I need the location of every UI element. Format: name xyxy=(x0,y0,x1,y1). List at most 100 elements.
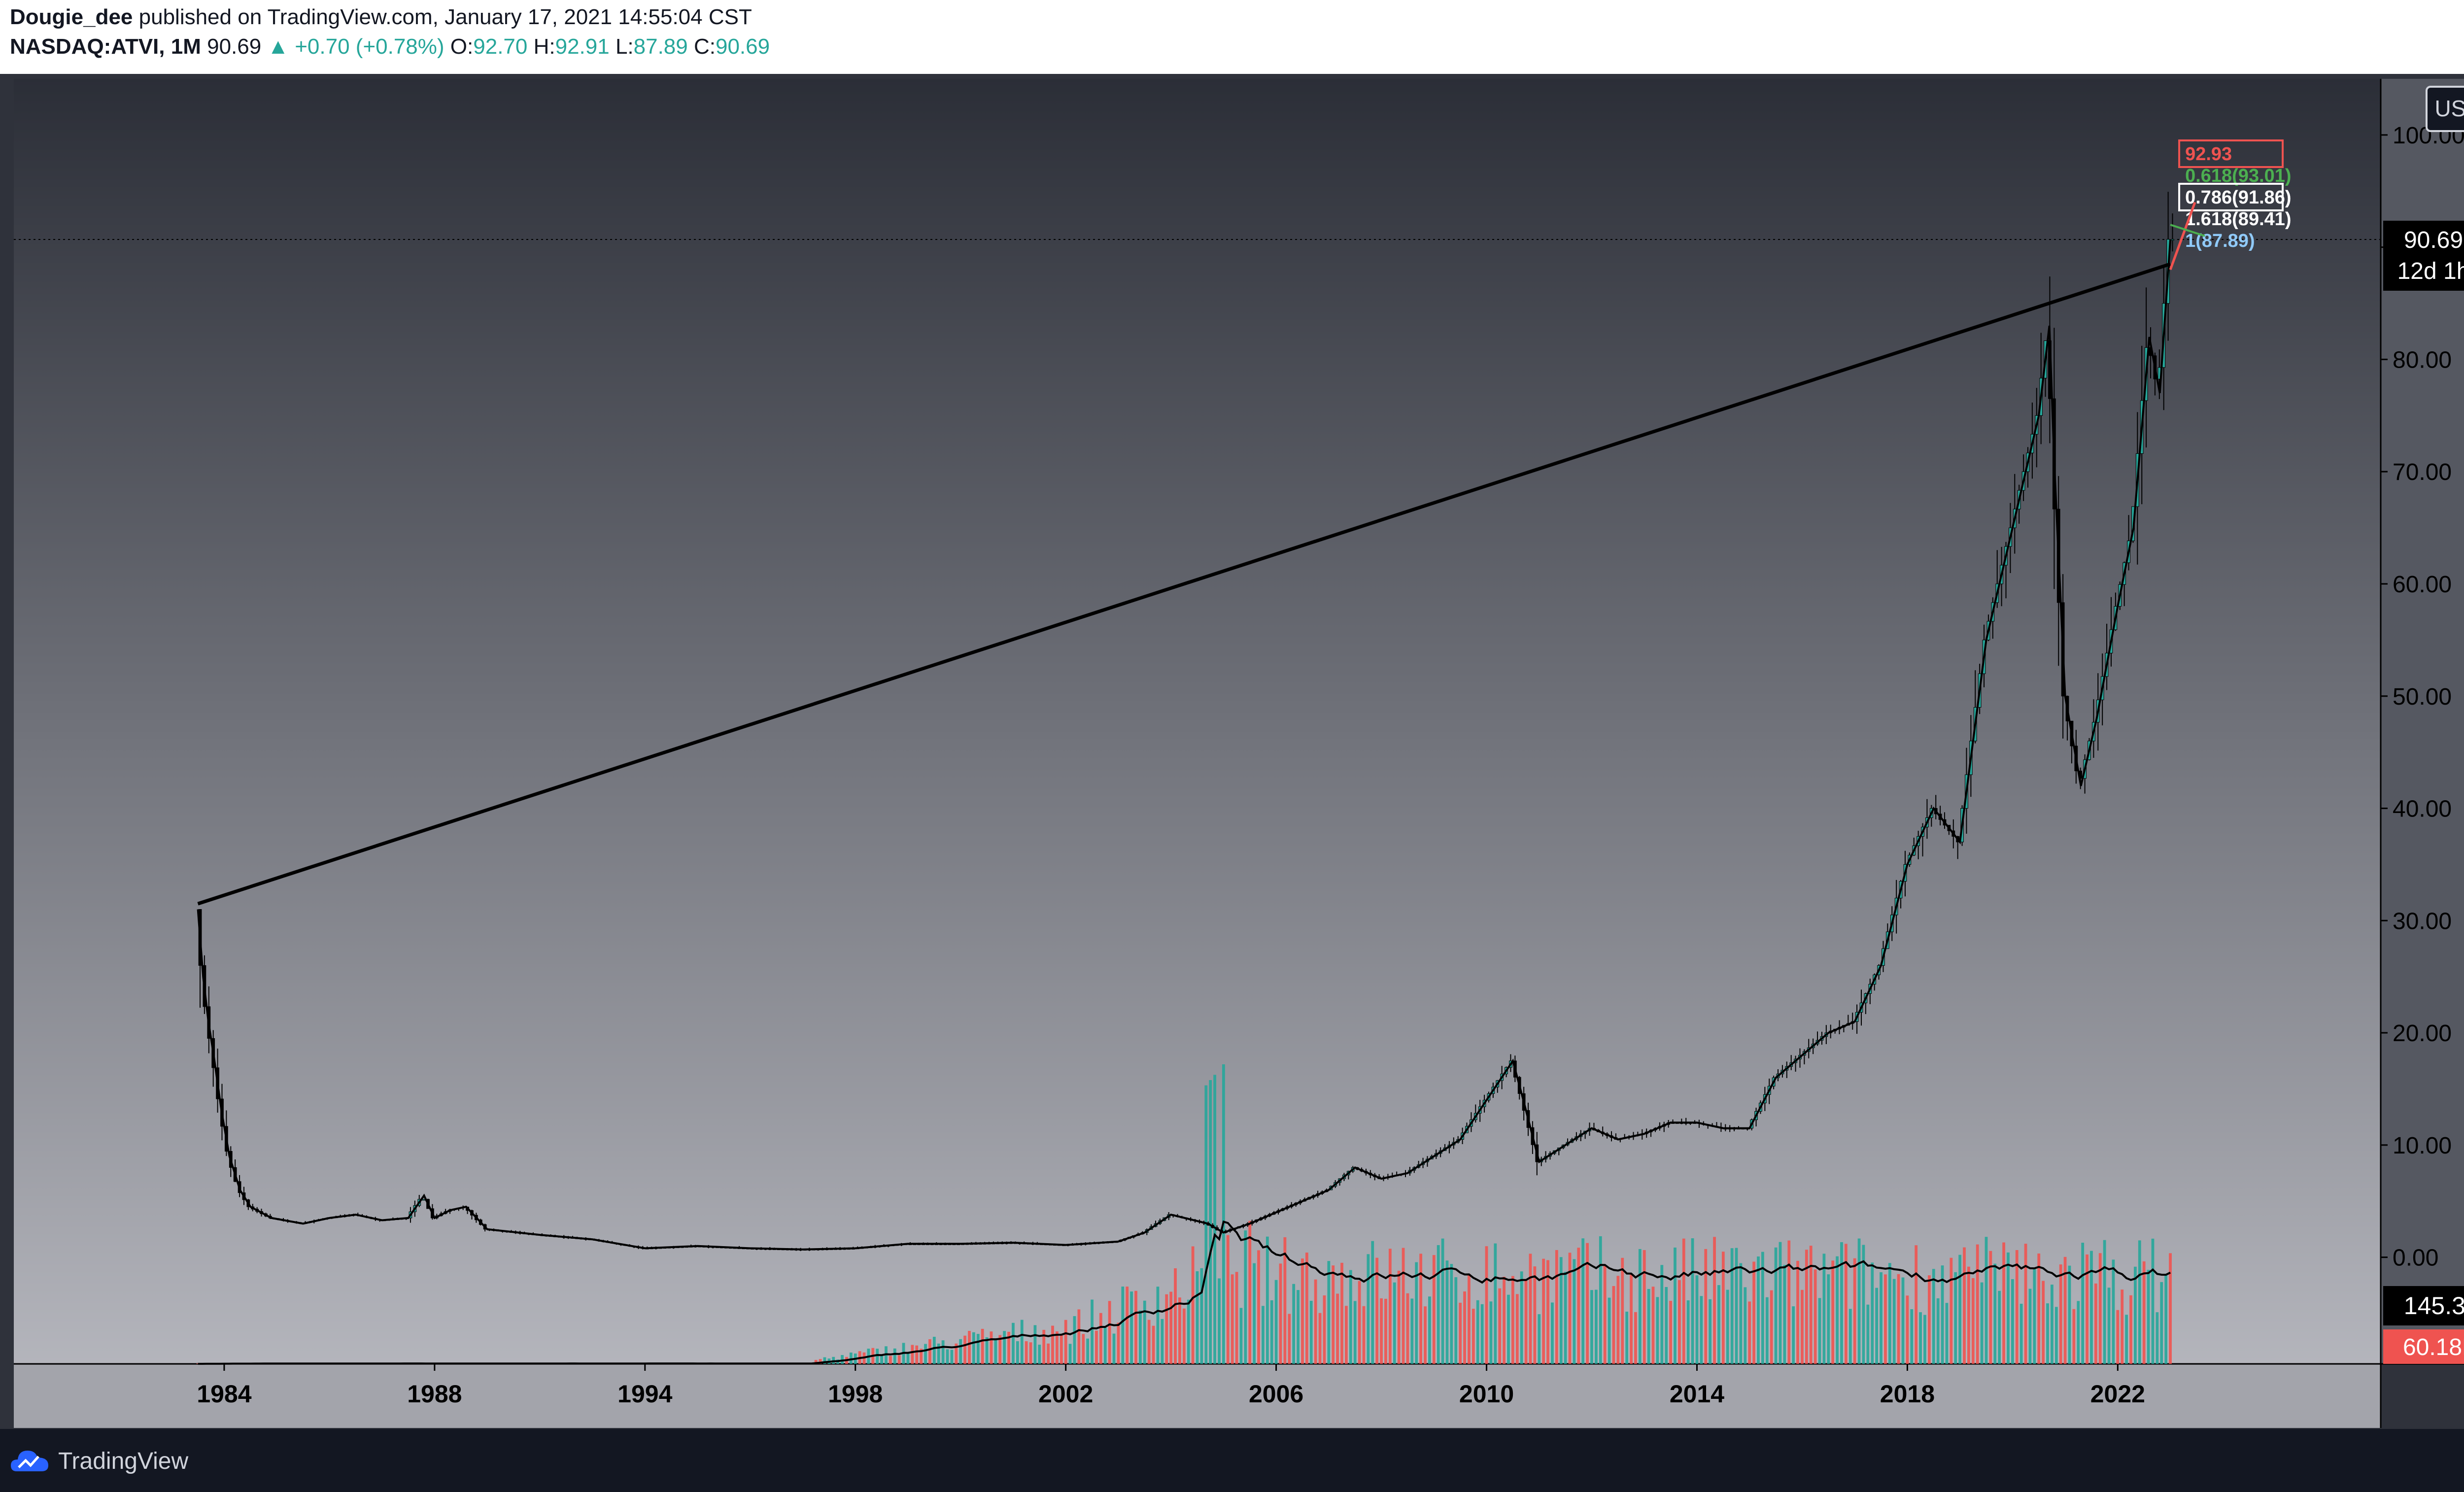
volume-bar xyxy=(1901,1277,1905,1364)
volume-bar xyxy=(1082,1334,1085,1364)
volume-bar xyxy=(2042,1281,2045,1364)
volume-bar xyxy=(1805,1250,1808,1364)
volume-bar xyxy=(1283,1237,1287,1364)
volume-bar xyxy=(1274,1280,1278,1364)
x-tick-label: 1994 xyxy=(617,1380,672,1408)
fib-arrow xyxy=(2169,202,2196,271)
volume-bar xyxy=(985,1337,989,1364)
symbol-label[interactable]: NASDAQ:ATVI, 1M xyxy=(10,34,201,59)
volume-bars xyxy=(196,1064,2172,1364)
volume-bar xyxy=(1297,1290,1300,1364)
volume-bar xyxy=(1647,1289,1650,1364)
volume-bar xyxy=(1029,1342,1032,1364)
volume-bar xyxy=(1831,1260,1835,1364)
y-tick-label: 60.00 xyxy=(2393,572,2452,598)
volume-bar xyxy=(1765,1297,1769,1364)
author-name[interactable]: Dougie_dee xyxy=(10,5,133,29)
volume-bar xyxy=(1279,1263,1282,1364)
volume-bar xyxy=(1677,1280,1681,1364)
volume-bar xyxy=(924,1344,927,1364)
volume-bar xyxy=(2129,1295,2132,1364)
volume-bar xyxy=(1020,1320,1024,1364)
volume-bar xyxy=(1253,1263,1256,1364)
close-value: 90.69 xyxy=(715,34,770,59)
volume-bar xyxy=(1301,1258,1304,1364)
volume-bar xyxy=(1424,1306,1427,1364)
volume-bar xyxy=(1038,1344,1041,1364)
volume-bar xyxy=(1783,1265,1786,1364)
volume-bar xyxy=(1033,1325,1037,1364)
volume-bar xyxy=(1073,1316,1076,1364)
volume-bar xyxy=(1721,1252,1725,1364)
volume-bar xyxy=(990,1331,993,1364)
volume-bar xyxy=(1634,1312,1637,1364)
volume-bar xyxy=(1568,1253,1572,1364)
currency-button[interactable] xyxy=(2426,86,2464,132)
volume-bar xyxy=(1621,1257,1624,1364)
volume-bar xyxy=(932,1336,936,1364)
volume-bar xyxy=(2059,1264,2062,1364)
volume-bar xyxy=(1958,1255,1962,1364)
time-axis-ticks: 1984 1988 1994 1998 2002 2006 2010 2014 2018 2022 xyxy=(197,1364,2145,1408)
volume-bar xyxy=(1226,1235,1230,1364)
volume-bar xyxy=(1498,1288,1502,1364)
low-value: 87.89 xyxy=(633,34,688,59)
volume-bar xyxy=(1529,1254,1532,1364)
tradingview-cloud-icon[interactable] xyxy=(10,1444,49,1478)
volume-bar xyxy=(1367,1254,1370,1364)
volume-bar xyxy=(998,1335,1002,1364)
volume-bar xyxy=(1779,1242,1782,1364)
volume-bar xyxy=(2090,1251,2093,1364)
trendline[interactable] xyxy=(197,262,2171,906)
volume-bar xyxy=(889,1356,892,1364)
price-axis-ticks: 0.00 10.00 20.00 30.00 40.00 50.00 60.00 70.00 8… xyxy=(2381,123,2464,1271)
footer-brand[interactable]: TradingView xyxy=(58,1448,189,1474)
volume-bar xyxy=(2121,1289,2124,1364)
plot-area xyxy=(14,79,2381,1364)
volume-bar xyxy=(1643,1250,1646,1364)
volume-bar xyxy=(1744,1287,1747,1364)
volume-bar xyxy=(1432,1255,1436,1364)
volume-bar xyxy=(2086,1254,2088,1364)
volume-bar xyxy=(1239,1308,1243,1364)
volume-bar xyxy=(1985,1237,1988,1364)
volume-bar xyxy=(1244,1230,1247,1364)
volume-bar xyxy=(2077,1301,2080,1364)
volume-bar xyxy=(2107,1288,2111,1364)
volume-bar xyxy=(1875,1288,1879,1364)
volume-bar xyxy=(1801,1289,1804,1364)
volume-bar xyxy=(1686,1300,1690,1364)
volume-bar xyxy=(1174,1268,1177,1364)
fib-label: 0.786(91.86) xyxy=(2185,187,2292,208)
volume-bar xyxy=(2125,1315,2128,1364)
volume-bar xyxy=(1586,1243,1589,1364)
volume-bar xyxy=(1476,1300,1479,1364)
price-chart[interactable]: 92.930.618(93.01)0.786(91.86)1.618(89.41… xyxy=(0,74,2464,1429)
y-tick-label: 0.00 xyxy=(2393,1245,2438,1271)
x-tick-label: 2014 xyxy=(1670,1380,1724,1408)
volume-bar xyxy=(1494,1243,1497,1364)
volume-bar xyxy=(1853,1258,1856,1364)
volume-bar xyxy=(1761,1252,1764,1364)
volume-bar xyxy=(1248,1221,1252,1364)
volume-bar xyxy=(1573,1259,1576,1364)
volume-bar xyxy=(1971,1278,1975,1364)
volume-bar xyxy=(1209,1080,1212,1364)
fib-annotations[interactable]: 92.930.618(93.01)0.786(91.86)1.618(89.41… xyxy=(2169,139,2292,271)
volume-bar xyxy=(1603,1265,1607,1364)
volume-bar xyxy=(1327,1261,1331,1364)
volume-bar xyxy=(976,1334,980,1364)
volume-bar xyxy=(1612,1286,1615,1364)
close-label: C: xyxy=(693,34,716,59)
volume-bar xyxy=(1616,1276,1620,1364)
volume-bar xyxy=(1130,1291,1133,1364)
volume-bar xyxy=(972,1332,975,1364)
volume-bar xyxy=(1336,1293,1339,1364)
volume-bar xyxy=(1384,1298,1387,1364)
volume-bar xyxy=(2094,1283,2097,1364)
volume-bar xyxy=(1836,1256,1839,1364)
volume-bar xyxy=(1126,1287,1129,1364)
volume-bar xyxy=(2081,1243,2085,1364)
volume-bar xyxy=(1161,1319,1164,1364)
volume-bar xyxy=(1511,1276,1514,1364)
